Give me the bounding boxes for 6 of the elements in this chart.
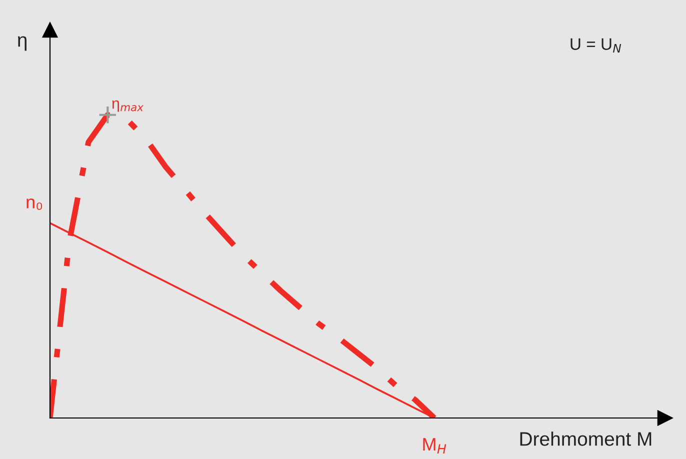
text: U = U$_{N}$	[570, 38, 622, 53]
y-axis-title: η	[18, 36, 26, 51]
text: M$_{H}$	[423, 438, 446, 454]
text: η$_{max}$	[112, 100, 144, 112]
text: n₀	[26, 198, 42, 210]
x-axis-title: Drehmoment M	[520, 432, 652, 446]
